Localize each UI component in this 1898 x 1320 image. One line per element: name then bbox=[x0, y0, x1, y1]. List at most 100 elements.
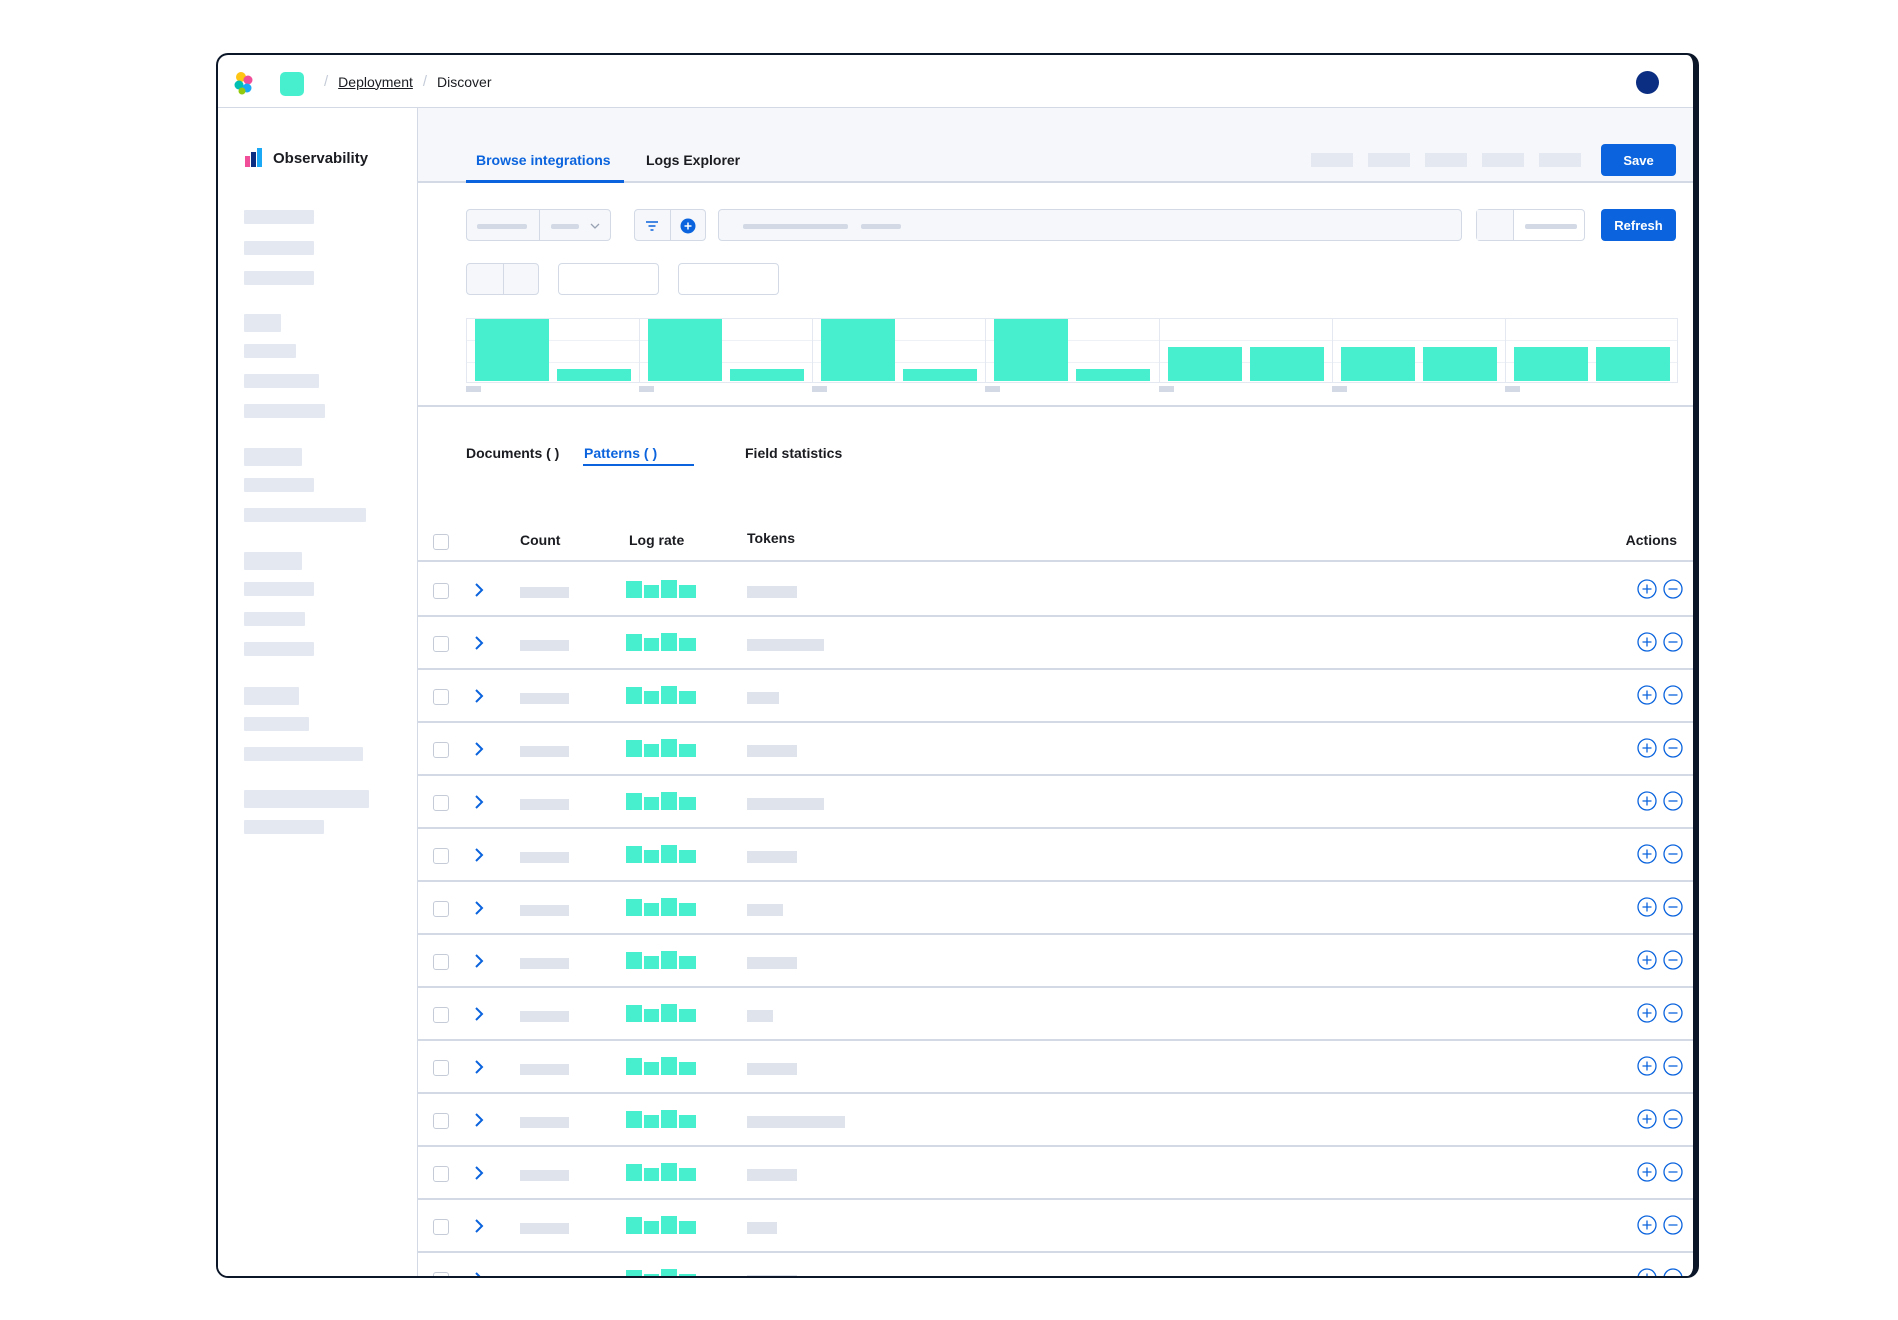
tab-field-statistics[interactable]: Field statistics bbox=[745, 445, 843, 461]
expand-row-icon[interactable] bbox=[473, 581, 485, 599]
histogram-bar[interactable] bbox=[1340, 347, 1415, 381]
filter-in-icon[interactable] bbox=[1637, 1056, 1657, 1076]
expand-row-icon[interactable] bbox=[473, 687, 485, 705]
row-checkbox[interactable] bbox=[433, 583, 449, 599]
refresh-button[interactable]: Refresh bbox=[1601, 209, 1676, 241]
filter-out-icon[interactable] bbox=[1663, 897, 1683, 917]
tab-documents[interactable]: Documents ( ) bbox=[466, 445, 560, 461]
toolbar-placeholder[interactable] bbox=[1425, 153, 1467, 167]
breadcrumb-deployment[interactable]: Deployment bbox=[338, 73, 413, 90]
histogram-bar[interactable] bbox=[1167, 347, 1242, 381]
save-button[interactable]: Save bbox=[1601, 144, 1676, 176]
filter-out-icon[interactable] bbox=[1663, 632, 1683, 652]
view-toggle[interactable] bbox=[466, 263, 539, 295]
filter-in-icon[interactable] bbox=[1637, 791, 1657, 811]
space-avatar[interactable] bbox=[280, 72, 304, 96]
filter-in-icon[interactable] bbox=[1637, 579, 1657, 599]
toolbar-placeholder[interactable] bbox=[1539, 153, 1581, 167]
filter-in-icon[interactable] bbox=[1637, 1003, 1657, 1023]
add-filter-icon[interactable] bbox=[680, 218, 696, 234]
filter-in-icon[interactable] bbox=[1637, 685, 1657, 705]
filter-out-icon[interactable] bbox=[1663, 1162, 1683, 1182]
filter-in-icon[interactable] bbox=[1637, 897, 1657, 917]
filter-out-icon[interactable] bbox=[1663, 1268, 1683, 1278]
sidebar-item[interactable] bbox=[244, 210, 314, 224]
expand-row-icon[interactable] bbox=[473, 793, 485, 811]
filter-out-icon[interactable] bbox=[1663, 950, 1683, 970]
row-checkbox[interactable] bbox=[433, 1272, 449, 1276]
expand-row-icon[interactable] bbox=[473, 1217, 485, 1235]
data-view-selector[interactable] bbox=[466, 209, 611, 241]
column-header-log-rate[interactable]: Log rate bbox=[629, 532, 685, 548]
table-row[interactable] bbox=[418, 935, 1693, 988]
sidebar-item[interactable] bbox=[244, 820, 324, 834]
row-checkbox[interactable] bbox=[433, 1007, 449, 1023]
row-checkbox[interactable] bbox=[433, 901, 449, 917]
select-all-checkbox[interactable] bbox=[433, 534, 449, 550]
row-checkbox[interactable] bbox=[433, 1060, 449, 1076]
histogram-bar[interactable] bbox=[1422, 347, 1497, 381]
histogram-bar[interactable] bbox=[475, 319, 549, 381]
sidebar-item[interactable] bbox=[244, 271, 314, 285]
column-header-count[interactable]: Count bbox=[520, 532, 561, 548]
date-picker[interactable] bbox=[1476, 209, 1585, 241]
tab-patterns[interactable]: Patterns ( ) bbox=[584, 445, 658, 461]
filter-out-icon[interactable] bbox=[1663, 685, 1683, 705]
expand-row-icon[interactable] bbox=[473, 1164, 485, 1182]
row-checkbox[interactable] bbox=[433, 954, 449, 970]
sidebar-item[interactable] bbox=[244, 404, 325, 418]
row-checkbox[interactable] bbox=[433, 689, 449, 705]
expand-row-icon[interactable] bbox=[473, 1111, 485, 1129]
table-row[interactable] bbox=[418, 1200, 1693, 1253]
row-checkbox[interactable] bbox=[433, 848, 449, 864]
filter-out-icon[interactable] bbox=[1663, 1003, 1683, 1023]
expand-row-icon[interactable] bbox=[473, 952, 485, 970]
table-row[interactable] bbox=[418, 723, 1693, 776]
table-row[interactable] bbox=[418, 617, 1693, 670]
expand-row-icon[interactable] bbox=[473, 846, 485, 864]
filter-out-icon[interactable] bbox=[1663, 738, 1683, 758]
filter-in-icon[interactable] bbox=[1637, 1215, 1657, 1235]
filter-in-icon[interactable] bbox=[1637, 1268, 1657, 1278]
histogram-bar[interactable] bbox=[821, 319, 896, 381]
table-row[interactable] bbox=[418, 776, 1693, 829]
sidebar-item[interactable] bbox=[244, 747, 363, 761]
expand-row-icon[interactable] bbox=[473, 740, 485, 758]
filter-in-icon[interactable] bbox=[1637, 1109, 1657, 1129]
table-row[interactable] bbox=[418, 564, 1693, 617]
filter-out-icon[interactable] bbox=[1663, 1056, 1683, 1076]
chart-option-select[interactable] bbox=[678, 263, 779, 295]
table-row[interactable] bbox=[418, 1094, 1693, 1147]
histogram-bar[interactable] bbox=[994, 319, 1069, 381]
histogram-bar[interactable] bbox=[557, 369, 631, 381]
histogram-bar[interactable] bbox=[1513, 347, 1588, 381]
histogram-bar[interactable] bbox=[648, 319, 723, 381]
histogram-bar[interactable] bbox=[903, 369, 978, 381]
table-row[interactable] bbox=[418, 670, 1693, 723]
filter-icon[interactable] bbox=[645, 219, 659, 233]
toolbar-placeholder[interactable] bbox=[1482, 153, 1524, 167]
histogram-bar[interactable] bbox=[1595, 347, 1670, 381]
sidebar-item[interactable] bbox=[244, 612, 305, 626]
search-input[interactable] bbox=[718, 209, 1462, 241]
column-header-tokens[interactable]: Tokens bbox=[747, 530, 795, 546]
sidebar-item[interactable] bbox=[244, 241, 314, 255]
elastic-logo-icon[interactable] bbox=[232, 71, 256, 95]
table-row[interactable] bbox=[418, 829, 1693, 882]
sidebar-item[interactable] bbox=[244, 508, 366, 522]
histogram-bar[interactable] bbox=[1249, 347, 1324, 381]
filter-in-icon[interactable] bbox=[1637, 950, 1657, 970]
expand-row-icon[interactable] bbox=[473, 634, 485, 652]
row-checkbox[interactable] bbox=[433, 1113, 449, 1129]
sidebar-item[interactable] bbox=[244, 717, 309, 731]
table-row[interactable] bbox=[418, 1253, 1693, 1278]
date-picker-quick-button[interactable] bbox=[1477, 210, 1514, 240]
row-checkbox[interactable] bbox=[433, 1166, 449, 1182]
filter-in-icon[interactable] bbox=[1637, 1162, 1657, 1182]
user-avatar[interactable] bbox=[1636, 71, 1659, 94]
tab-logs-explorer[interactable]: Logs Explorer bbox=[646, 152, 741, 168]
expand-row-icon[interactable] bbox=[473, 899, 485, 917]
row-checkbox[interactable] bbox=[433, 1219, 449, 1235]
row-checkbox[interactable] bbox=[433, 636, 449, 652]
histogram-bar[interactable] bbox=[730, 369, 805, 381]
